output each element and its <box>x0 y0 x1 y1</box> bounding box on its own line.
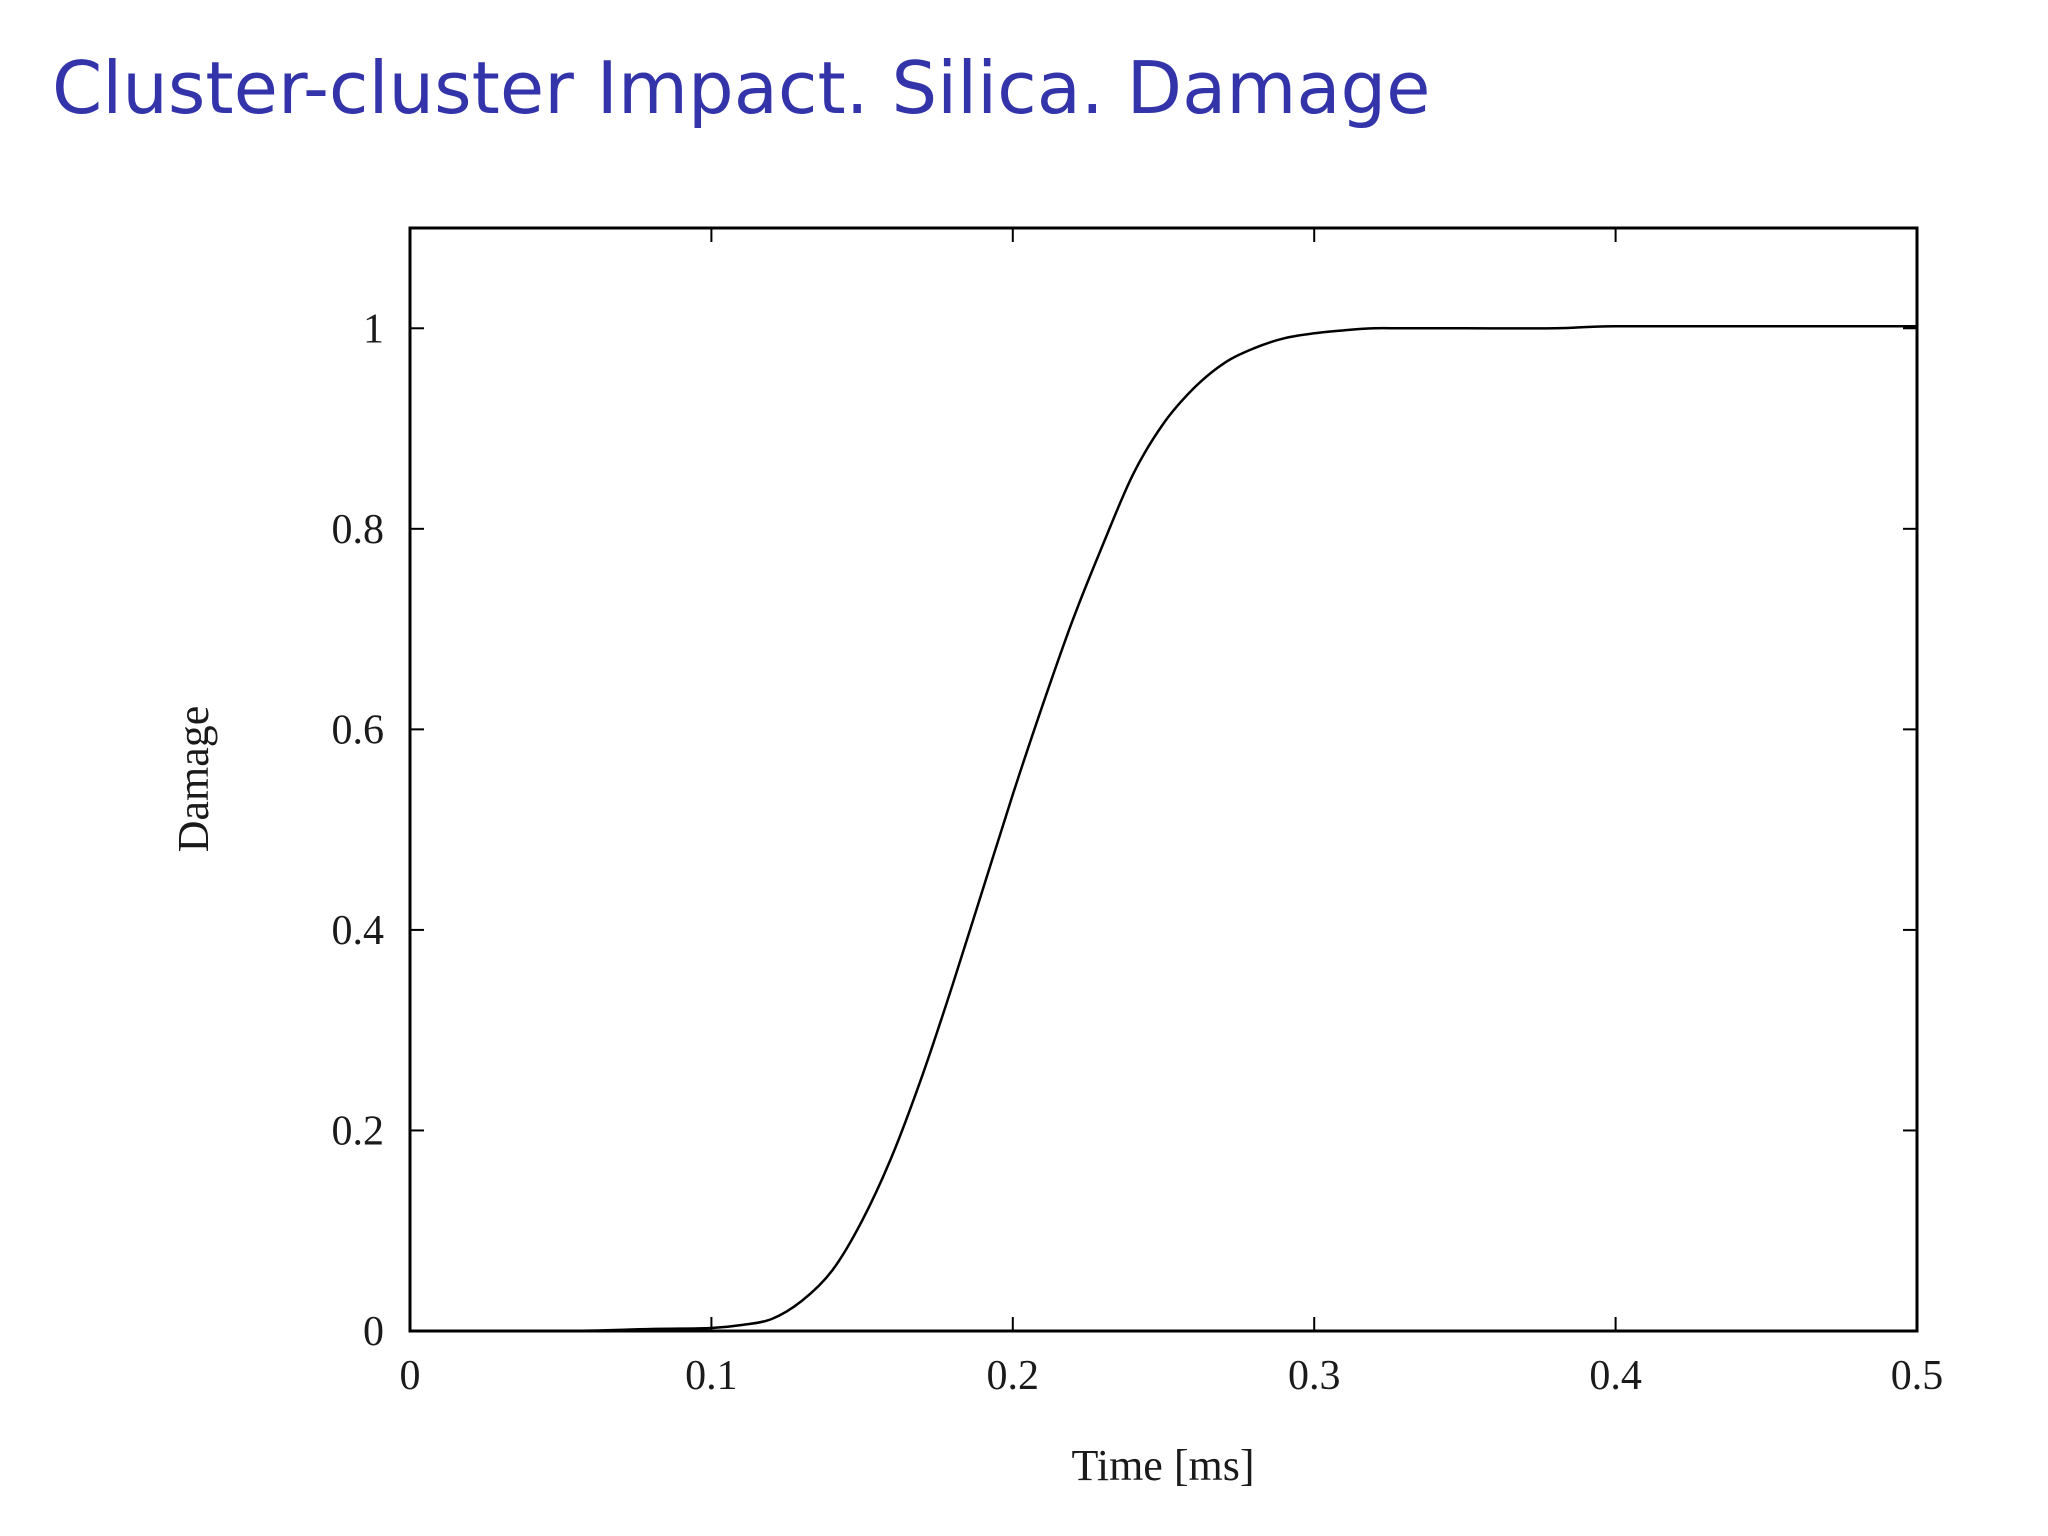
x-tick-label: 0.2 <box>987 1353 1040 1399</box>
y-tick-label: 0 <box>363 1309 384 1355</box>
x-tick-label: 0.1 <box>685 1353 738 1399</box>
slide-title: Cluster-cluster Impact. Silica. Damage <box>52 46 1431 130</box>
y-tick-label: 0.8 <box>332 507 385 553</box>
y-axis-label: Damage <box>169 706 218 853</box>
y-axis: 0 0.2 0.4 0.6 0.8 1 <box>332 306 1917 1355</box>
y-tick-label: 0.2 <box>332 1108 385 1154</box>
y-tick-label: 0.4 <box>332 908 385 954</box>
y-tick-label: 1 <box>363 306 384 352</box>
x-axis: 0 0.1 0.2 0.3 0.4 0.5 <box>400 228 1944 1399</box>
y-tick-label: 0.6 <box>332 707 385 753</box>
x-tick-label: 0.3 <box>1288 1353 1341 1399</box>
plot-frame <box>408 226 1919 1333</box>
x-tick-label: 0 <box>400 1353 421 1399</box>
x-tick-label: 0.5 <box>1891 1353 1944 1399</box>
damage-series-line <box>409 324 1917 1333</box>
x-axis-label: Time [ms] <box>1072 1441 1255 1490</box>
x-tick-label: 0.4 <box>1589 1353 1642 1399</box>
